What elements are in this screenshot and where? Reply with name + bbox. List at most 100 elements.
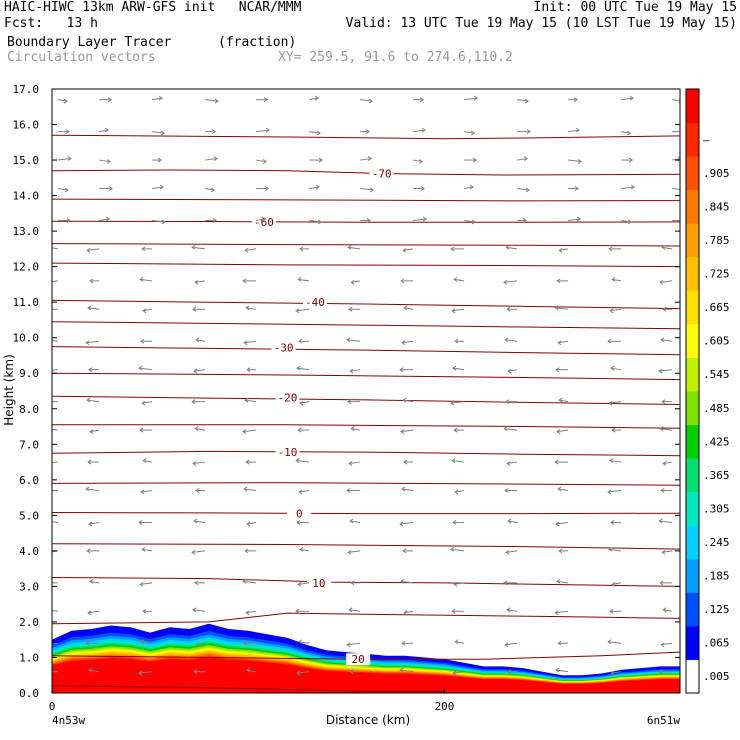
vector-head	[195, 642, 200, 648]
vector-shaft	[505, 339, 518, 342]
circulation-vector	[450, 246, 465, 252]
circulation-vector	[299, 246, 310, 252]
circulation-vector	[360, 218, 372, 223]
vector-head	[299, 400, 304, 406]
init-header-right: Init: 00 UTC Tue 19 May 15	[533, 0, 738, 15]
circulation-vector	[141, 246, 153, 252]
vector-head	[245, 610, 250, 616]
circulation-vector	[295, 608, 310, 614]
vector-head	[557, 486, 562, 492]
vector-shaft	[454, 278, 465, 282]
vector-head	[46, 369, 49, 373]
vector-head	[609, 608, 614, 614]
vector-head	[295, 308, 300, 314]
vector-head	[525, 187, 531, 193]
circulation-vector	[87, 459, 100, 465]
circulation-vector	[140, 639, 153, 645]
circulation-vector	[672, 98, 680, 104]
circulation-vector	[191, 549, 206, 555]
vector-shaft	[612, 278, 622, 282]
circulation-vector	[295, 458, 310, 463]
circulation-vector	[464, 130, 476, 136]
vector-head	[261, 216, 267, 222]
circulation-vector	[621, 95, 635, 101]
temperature-contour-line	[52, 543, 680, 550]
vector-shaft	[401, 429, 414, 433]
vector-head	[610, 670, 615, 676]
circulation-vector	[360, 129, 371, 135]
colorbar-label: .365	[703, 469, 730, 482]
y-tick-label: 3.0	[19, 580, 39, 593]
contour-label-bg	[302, 296, 327, 309]
vector-head	[192, 306, 197, 312]
vector-shaft	[403, 248, 414, 251]
vector-head	[193, 669, 198, 675]
vector-shaft	[246, 610, 257, 614]
vector-head	[608, 400, 613, 406]
circulation-vector	[142, 608, 153, 614]
circulation-vector	[400, 578, 414, 584]
circulation-vector	[507, 368, 518, 374]
vector-head	[660, 488, 665, 493]
vector-head	[503, 580, 508, 586]
circulation-vector	[57, 218, 71, 223]
vector-head	[348, 461, 353, 466]
vector-head	[139, 581, 144, 587]
vector-shaft	[568, 218, 581, 221]
circulation-vector	[193, 518, 206, 524]
vector-shaft	[256, 218, 266, 221]
contour-label: -40	[305, 296, 325, 309]
circulation-vector	[348, 306, 361, 312]
vector-head	[557, 640, 562, 646]
circulation-vector	[192, 306, 206, 312]
vector-shaft	[351, 428, 361, 431]
circulation-vector	[607, 489, 622, 495]
vector-head	[65, 129, 70, 135]
plot-frame	[51, 88, 681, 694]
y-tick-label: 12.0	[13, 261, 40, 274]
vector-head	[658, 669, 663, 675]
vector-shaft	[52, 247, 58, 250]
circulation-vector	[295, 308, 310, 314]
temperature-contour-line	[52, 134, 680, 140]
vector-shaft	[152, 186, 164, 189]
vector-head	[403, 459, 408, 465]
vector-head	[195, 337, 200, 343]
vector-shaft	[350, 520, 361, 523]
circulation-vector	[57, 156, 72, 161]
contour-label: 20	[352, 653, 365, 666]
vector-shaft	[142, 401, 153, 404]
vector-shaft	[299, 641, 310, 644]
vector-shaft	[143, 308, 153, 312]
y-tick-label: 9.0	[19, 367, 39, 380]
circulation-vector	[609, 608, 622, 614]
vector-shaft	[194, 369, 206, 372]
vector-head	[611, 427, 616, 433]
vector-head	[104, 127, 110, 133]
contour-label-bg	[287, 507, 312, 520]
y-tick-label: 15.0	[13, 154, 40, 167]
vector-head	[194, 426, 199, 431]
vector-head	[48, 643, 51, 647]
vector-shaft	[193, 609, 206, 612]
vector-head	[242, 578, 247, 584]
vector-shaft	[452, 308, 465, 312]
circulation-vector	[205, 98, 219, 104]
vector-head	[316, 130, 321, 136]
circulation-vector	[506, 607, 518, 613]
colorbar-label: .125	[703, 603, 730, 616]
contour-label: 10	[312, 577, 325, 590]
vector-shaft	[347, 339, 361, 342]
vector-head	[52, 399, 53, 404]
circulation-vector	[349, 368, 361, 374]
circulation-vector	[347, 549, 361, 555]
vector-head	[87, 610, 92, 616]
y-tick-label: 13.0	[13, 225, 40, 238]
circulation-vector	[309, 219, 322, 225]
vector-head	[350, 426, 355, 431]
vector-head	[681, 130, 684, 134]
vector-shaft	[152, 131, 165, 134]
circulation-vector	[296, 365, 310, 371]
vector-head	[573, 97, 579, 103]
